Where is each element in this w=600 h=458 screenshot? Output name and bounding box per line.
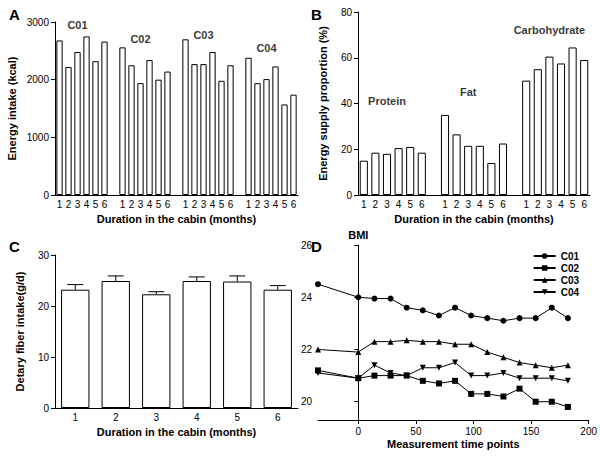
svg-text:3000: 3000 xyxy=(27,17,50,28)
svg-text:50: 50 xyxy=(410,426,422,437)
svg-text:3: 3 xyxy=(465,199,471,210)
svg-text:24: 24 xyxy=(301,292,313,303)
svg-text:Duration in the cabin (months): Duration in the cabin (months) xyxy=(97,426,257,438)
svg-text:C: C xyxy=(9,238,20,255)
svg-text:BMI: BMI xyxy=(348,229,368,241)
svg-text:3: 3 xyxy=(153,412,159,423)
svg-text:Duration in the cabin (months): Duration in the cabin (months) xyxy=(394,213,554,225)
svg-text:26: 26 xyxy=(300,239,312,251)
svg-text:C04: C04 xyxy=(256,42,277,54)
svg-text:Detary fiber intake(g/d): Detary fiber intake(g/d) xyxy=(14,271,26,391)
svg-text:10: 10 xyxy=(38,352,50,363)
svg-text:C03: C03 xyxy=(193,29,213,41)
svg-text:5: 5 xyxy=(234,412,240,423)
svg-text:D: D xyxy=(311,238,322,255)
svg-text:Protein: Protein xyxy=(368,95,406,107)
svg-text:200: 200 xyxy=(580,426,597,437)
svg-text:1000: 1000 xyxy=(27,132,50,143)
svg-text:2: 2 xyxy=(192,199,198,210)
svg-text:2: 2 xyxy=(255,199,261,210)
svg-text:20: 20 xyxy=(341,144,353,155)
svg-text:22: 22 xyxy=(301,344,313,355)
svg-text:0: 0 xyxy=(43,190,49,201)
svg-text:C02: C02 xyxy=(130,33,150,45)
svg-text:6: 6 xyxy=(228,199,234,210)
svg-text:5: 5 xyxy=(489,199,495,210)
svg-text:Energy intake (kcal): Energy intake (kcal) xyxy=(6,56,18,160)
svg-text:3: 3 xyxy=(138,199,144,210)
svg-text:3: 3 xyxy=(201,199,207,210)
svg-text:80: 80 xyxy=(341,7,353,18)
svg-text:2: 2 xyxy=(454,199,460,210)
svg-text:6: 6 xyxy=(419,199,425,210)
svg-text:5: 5 xyxy=(407,199,413,210)
svg-text:A: A xyxy=(9,6,20,23)
svg-text:C02: C02 xyxy=(561,263,580,274)
svg-text:2: 2 xyxy=(373,199,379,210)
svg-text:5: 5 xyxy=(282,199,288,210)
svg-text:60: 60 xyxy=(341,52,353,63)
svg-text:5: 5 xyxy=(570,199,576,210)
svg-text:2: 2 xyxy=(113,412,119,423)
svg-text:Energy supply proportion (%): Energy supply proportion (%) xyxy=(317,26,329,181)
svg-text:2: 2 xyxy=(129,199,135,210)
svg-text:Measurement time points: Measurement time points xyxy=(387,438,520,450)
svg-text:0: 0 xyxy=(356,426,362,437)
svg-text:C04: C04 xyxy=(561,287,580,298)
svg-text:4: 4 xyxy=(147,199,153,210)
svg-text:4: 4 xyxy=(396,199,402,210)
svg-text:3: 3 xyxy=(547,199,553,210)
svg-text:5: 5 xyxy=(219,199,225,210)
svg-text:C03: C03 xyxy=(561,275,580,286)
svg-text:3: 3 xyxy=(264,199,270,210)
svg-text:1: 1 xyxy=(442,199,448,210)
svg-text:5: 5 xyxy=(93,199,99,210)
svg-text:4: 4 xyxy=(194,412,200,423)
svg-text:4: 4 xyxy=(558,199,564,210)
svg-text:0: 0 xyxy=(346,190,352,201)
svg-text:4: 4 xyxy=(273,199,279,210)
svg-text:2000: 2000 xyxy=(27,74,50,85)
svg-text:40: 40 xyxy=(341,98,353,109)
svg-text:3: 3 xyxy=(75,199,81,210)
svg-text:1: 1 xyxy=(57,199,63,210)
svg-text:5: 5 xyxy=(156,199,162,210)
svg-text:C01: C01 xyxy=(561,251,580,262)
svg-text:6: 6 xyxy=(102,199,108,210)
svg-text:4: 4 xyxy=(210,199,216,210)
svg-text:6: 6 xyxy=(581,199,587,210)
svg-text:B: B xyxy=(311,6,322,23)
svg-text:6: 6 xyxy=(291,199,297,210)
svg-text:6: 6 xyxy=(275,412,281,423)
svg-text:100: 100 xyxy=(465,426,482,437)
svg-text:20: 20 xyxy=(301,396,313,407)
svg-text:0: 0 xyxy=(43,403,49,414)
svg-text:1: 1 xyxy=(120,199,126,210)
svg-text:Duration in the cabin (months): Duration in the cabin (months) xyxy=(97,213,257,225)
svg-text:1: 1 xyxy=(523,199,529,210)
svg-text:2: 2 xyxy=(66,199,72,210)
svg-text:6: 6 xyxy=(500,199,506,210)
svg-text:Carbohydrate: Carbohydrate xyxy=(514,24,586,36)
svg-text:30: 30 xyxy=(38,250,50,261)
svg-text:Fat: Fat xyxy=(460,86,477,98)
svg-text:6: 6 xyxy=(165,199,171,210)
svg-text:3: 3 xyxy=(384,199,390,210)
svg-text:2: 2 xyxy=(535,199,541,210)
svg-text:4: 4 xyxy=(477,199,483,210)
svg-text:4: 4 xyxy=(84,199,90,210)
svg-text:1: 1 xyxy=(72,412,78,423)
svg-text:1: 1 xyxy=(183,199,189,210)
svg-text:C01: C01 xyxy=(67,19,87,31)
svg-text:150: 150 xyxy=(523,426,540,437)
svg-text:1: 1 xyxy=(361,199,367,210)
svg-text:1: 1 xyxy=(246,199,252,210)
svg-text:20: 20 xyxy=(38,301,50,312)
